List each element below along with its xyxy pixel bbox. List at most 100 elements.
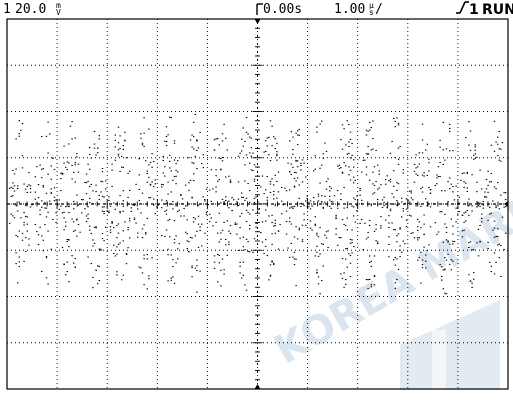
trace-sample-dot [445, 293, 448, 295]
trace-sample-dot [207, 204, 209, 206]
trace-sample-dot [111, 221, 113, 223]
trace-sample-dot [421, 259, 424, 261]
trace-sample-dot [162, 184, 164, 186]
trace-sample-dot [396, 204, 398, 206]
trace-sample-dot [282, 204, 284, 206]
trace-sample-dot [137, 232, 139, 234]
trace-sample-dot [373, 230, 376, 232]
trace-sample-dot [223, 123, 225, 125]
trace-sample-dot [337, 207, 339, 209]
trace-sample-dot [237, 155, 240, 157]
trace-sample-dot [375, 181, 377, 183]
trace-sample-dot [18, 133, 20, 135]
trace-sample-dot [269, 183, 272, 185]
trace-sample-dot [117, 153, 120, 155]
trace-sample-dot [220, 169, 222, 171]
trace-sample-dot [362, 249, 364, 251]
trace-sample-dot [319, 123, 321, 125]
trace-sample-dot [463, 181, 465, 183]
trace-sample-dot [341, 124, 344, 126]
trace-sample-dot [50, 178, 52, 180]
trace-sample-dot [341, 171, 344, 173]
trace-sample-dot [473, 278, 475, 280]
trace-sample-dot [255, 226, 257, 228]
trace-sample-dot [220, 269, 222, 271]
trace-sample-dot [468, 121, 470, 123]
time-div-slash: / [375, 2, 383, 17]
trace-sample-dot [135, 222, 137, 224]
trace-sample-dot [281, 200, 283, 202]
trace-sample-dot [468, 144, 470, 146]
trace-sample-dot [301, 181, 304, 183]
trace-sample-dot [276, 142, 278, 144]
trace-sample-dot [273, 190, 275, 192]
trace-sample-dot [453, 199, 456, 201]
trace-sample-dot [225, 196, 227, 198]
trace-sample-dot [34, 198, 36, 200]
trace-sample-dot [28, 184, 30, 186]
trace-sample-dot [249, 213, 251, 215]
trace-sample-dot [263, 151, 265, 153]
trace-sample-dot [255, 196, 257, 198]
trace-sample-dot [367, 153, 369, 155]
trace-sample-dot [39, 209, 41, 211]
trace-sample-dot [386, 175, 388, 177]
trace-sample-dot [97, 283, 99, 285]
time-per-div-value[interactable]: 1.00 [334, 2, 365, 17]
trace-sample-dot [413, 181, 416, 183]
trace-sample-dot [493, 227, 496, 229]
trace-sample-dot [293, 205, 296, 207]
trace-sample-dot [241, 192, 243, 194]
trace-sample-dot [257, 209, 259, 211]
trace-sample-dot [106, 210, 108, 212]
trace-sample-dot [89, 229, 91, 231]
trace-sample-dot [74, 229, 76, 231]
channel-number[interactable]: 1 [3, 2, 11, 17]
trace-sample-dot [177, 248, 179, 250]
trace-sample-dot [276, 180, 278, 182]
trace-sample-dot [370, 286, 372, 288]
trace-sample-dot [479, 241, 481, 243]
trace-sample-dot [397, 163, 400, 165]
trace-sample-dot [41, 200, 43, 202]
time-offset-value[interactable]: 0.00s [263, 2, 302, 17]
trace-sample-dot [450, 269, 452, 271]
trace-sample-dot [116, 253, 118, 255]
trace-sample-dot [57, 204, 59, 206]
trace-sample-dot [234, 222, 236, 224]
volts-per-div-value[interactable]: 20.0 [15, 2, 46, 17]
trace-sample-dot [237, 198, 240, 200]
trace-sample-dot [177, 160, 179, 162]
trace-sample-dot [201, 245, 203, 247]
trace-sample-dot [373, 192, 376, 194]
trace-sample-dot [346, 120, 348, 122]
trace-sample-dot [356, 195, 358, 197]
trace-sample-dot [290, 173, 292, 175]
trace-sample-dot [53, 196, 56, 198]
trace-sample-dot [311, 205, 313, 207]
trace-sample-dot [298, 128, 300, 130]
trace-sample-dot [252, 209, 254, 211]
trace-sample-dot [428, 187, 430, 189]
trace-sample-dot [58, 208, 60, 210]
trace-sample-dot [242, 145, 244, 147]
trace-sample-dot [143, 258, 145, 260]
trace-sample-dot [449, 177, 451, 179]
trace-sample-dot [428, 170, 430, 172]
trace-sample-dot [322, 206, 324, 208]
trigger-source-value[interactable]: 1 [469, 2, 479, 18]
trace-sample-dot [194, 113, 196, 115]
trace-sample-dot [122, 190, 124, 192]
trace-sample-dot [68, 246, 70, 248]
trace-sample-dot [141, 144, 144, 146]
trace-sample-dot [476, 206, 478, 208]
trace-sample-dot [269, 264, 272, 266]
run-state-badge[interactable]: RUN [482, 2, 513, 18]
trace-sample-dot [393, 170, 395, 172]
trace-sample-dot [265, 220, 267, 222]
trace-sample-dot [293, 264, 296, 266]
trace-sample-dot [389, 203, 392, 205]
trace-sample-dot [385, 219, 387, 221]
trace-sample-dot [209, 221, 211, 223]
trace-sample-dot [300, 205, 302, 207]
